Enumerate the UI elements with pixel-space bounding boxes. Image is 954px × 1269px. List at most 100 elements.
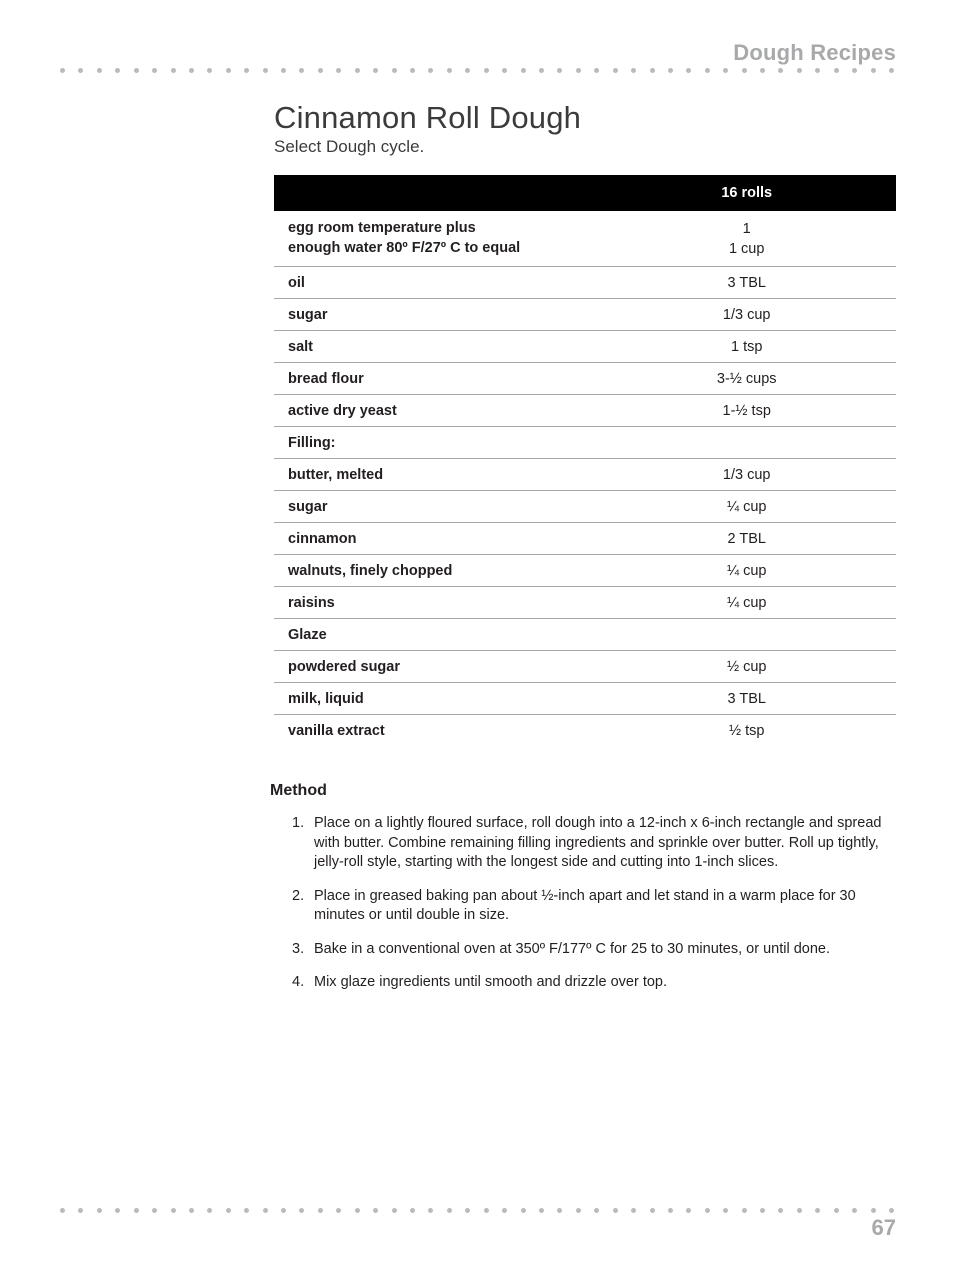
dot (134, 1208, 139, 1213)
dot (97, 68, 102, 73)
ingredient-amount: 3-½ cups (597, 363, 896, 395)
ingredient-amount: 11 cup (597, 211, 896, 267)
ingredient-name: powdered sugar (274, 651, 597, 683)
ingredient-amount: ½ cup (597, 651, 896, 683)
dot (797, 1208, 802, 1213)
dot (465, 68, 470, 73)
dot (60, 1208, 65, 1213)
table-row: Filling: (274, 427, 896, 459)
dot (428, 1208, 433, 1213)
dot (742, 1208, 747, 1213)
table-row: Glaze (274, 619, 896, 651)
ingredient-amount (597, 427, 896, 459)
dot (428, 68, 433, 73)
dot (668, 68, 673, 73)
table-row: egg room temperature plusenough water 80… (274, 211, 896, 267)
dot (78, 68, 83, 73)
ingredient-name: milk, liquid (274, 683, 597, 715)
table-row: oil3 TBL (274, 267, 896, 299)
dot (778, 68, 783, 73)
ingredient-name: Glaze (274, 619, 597, 651)
dot (115, 1208, 120, 1213)
recipe-title: Cinnamon Roll Dough (274, 101, 896, 135)
dot (613, 68, 618, 73)
dot (502, 1208, 507, 1213)
ingredient-name: butter, melted (274, 459, 597, 491)
dot (631, 68, 636, 73)
dot (226, 68, 231, 73)
dot (815, 68, 820, 73)
yield-header: 16 rolls (597, 175, 896, 211)
recipe-page: Dough Recipes Cinnamon Roll Dough Select… (0, 0, 954, 1269)
ingredient-name: oil (274, 267, 597, 299)
dot (871, 1208, 876, 1213)
method-steps: Place on a lightly floured surface, roll… (274, 814, 896, 993)
ingredient-name: cinnamon (274, 523, 597, 555)
dot (97, 1208, 102, 1213)
table-row: bread flour3-½ cups (274, 363, 896, 395)
dot (889, 68, 894, 73)
ingredient-amount: 1-½ tsp (597, 395, 896, 427)
table-row: milk, liquid3 TBL (274, 683, 896, 715)
dot (465, 1208, 470, 1213)
dot (410, 1208, 415, 1213)
method-step: Place on a lightly floured surface, roll… (274, 814, 896, 873)
dot (226, 1208, 231, 1213)
dot (373, 68, 378, 73)
dot (171, 1208, 176, 1213)
ingredient-amount: 1/3 cup (597, 459, 896, 491)
dot (502, 68, 507, 73)
dot (60, 68, 65, 73)
dot (355, 68, 360, 73)
dot (447, 68, 452, 73)
dot (539, 68, 544, 73)
dot (521, 68, 526, 73)
dot (760, 68, 765, 73)
dot (686, 1208, 691, 1213)
dot (723, 68, 728, 73)
method-step: Bake in a conventional oven at 350º F/17… (274, 940, 896, 960)
dot (244, 68, 249, 73)
dot (263, 68, 268, 73)
dot (281, 1208, 286, 1213)
page-number: 67 (872, 1215, 896, 1241)
table-row: active dry yeast1-½ tsp (274, 395, 896, 427)
dot (576, 68, 581, 73)
dot (484, 68, 489, 73)
dot (134, 68, 139, 73)
table-row: butter, melted1/3 cup (274, 459, 896, 491)
dot (263, 1208, 268, 1213)
section-label: Dough Recipes (58, 40, 896, 66)
dot (852, 1208, 857, 1213)
ingredients-table: 16 rolls egg room temperature plusenough… (274, 175, 896, 746)
method-heading: Method (270, 782, 896, 800)
dot (189, 68, 194, 73)
dot (650, 68, 655, 73)
table-row: sugar¼ cup (274, 491, 896, 523)
dot (705, 68, 710, 73)
method-section: Method Place on a lightly floured surfac… (274, 782, 896, 993)
dot (207, 1208, 212, 1213)
dot (705, 1208, 710, 1213)
ingredient-amount: ¼ cup (597, 491, 896, 523)
dot (447, 1208, 452, 1213)
dot (152, 68, 157, 73)
ingredient-amount (597, 619, 896, 651)
dot (115, 68, 120, 73)
dot (244, 1208, 249, 1213)
dot (299, 1208, 304, 1213)
ingredient-amount: 3 TBL (597, 267, 896, 299)
dot (576, 1208, 581, 1213)
dot (778, 1208, 783, 1213)
table-row: walnuts, finely chopped¼ cup (274, 555, 896, 587)
ingredient-name: active dry yeast (274, 395, 597, 427)
dot (392, 68, 397, 73)
ingredient-name: vanilla extract (274, 715, 597, 747)
dot (797, 68, 802, 73)
method-step: Mix glaze ingredients until smooth and d… (274, 973, 896, 993)
dot (613, 1208, 618, 1213)
dot (815, 1208, 820, 1213)
method-step: Place in greased baking pan about ½-inch… (274, 887, 896, 926)
dot (521, 1208, 526, 1213)
dot (336, 68, 341, 73)
